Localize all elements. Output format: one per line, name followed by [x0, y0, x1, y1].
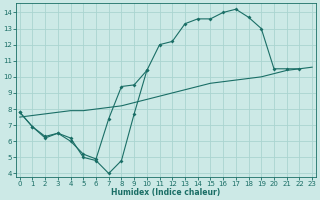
- X-axis label: Humidex (Indice chaleur): Humidex (Indice chaleur): [111, 188, 220, 197]
